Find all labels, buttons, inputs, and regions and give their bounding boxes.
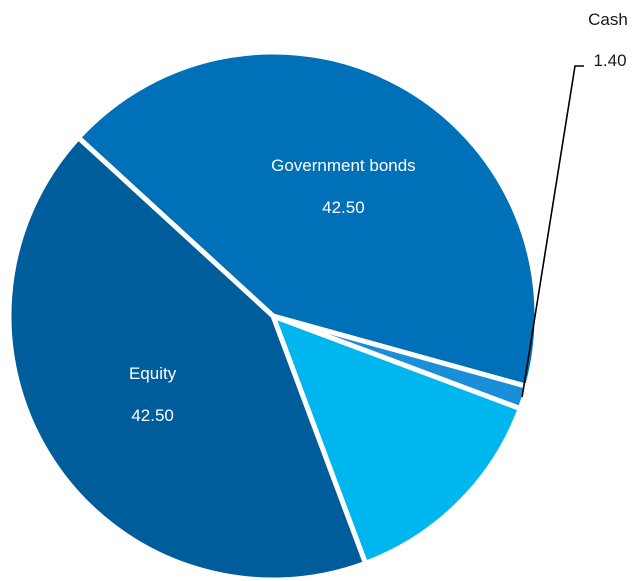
pie-slice-government-bonds [75, 49, 540, 390]
pie-slice-unlabeled-2 [270, 313, 523, 566]
slice-name-label-cash: Cash [588, 10, 628, 29]
leader-line-cash [521, 65, 584, 398]
pie-labels: Government bonds 42.50 Cash 1.40 Equity 42.50 [129, 10, 628, 425]
slice-value-label-equity: 42.50 [131, 406, 174, 425]
pie-slices [6, 49, 540, 581]
pie-slice-equity [6, 135, 368, 581]
slice-name-label-equity: Equity [129, 364, 177, 383]
slice-value-label-government-bonds: 42.50 [322, 198, 365, 217]
slice-value-label-cash: 1.40 [593, 51, 626, 70]
slice-name-label-government-bonds: Government bonds [271, 156, 416, 175]
